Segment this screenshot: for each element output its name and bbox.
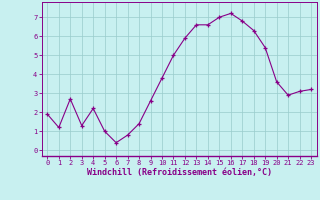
X-axis label: Windchill (Refroidissement éolien,°C): Windchill (Refroidissement éolien,°C) xyxy=(87,168,272,177)
